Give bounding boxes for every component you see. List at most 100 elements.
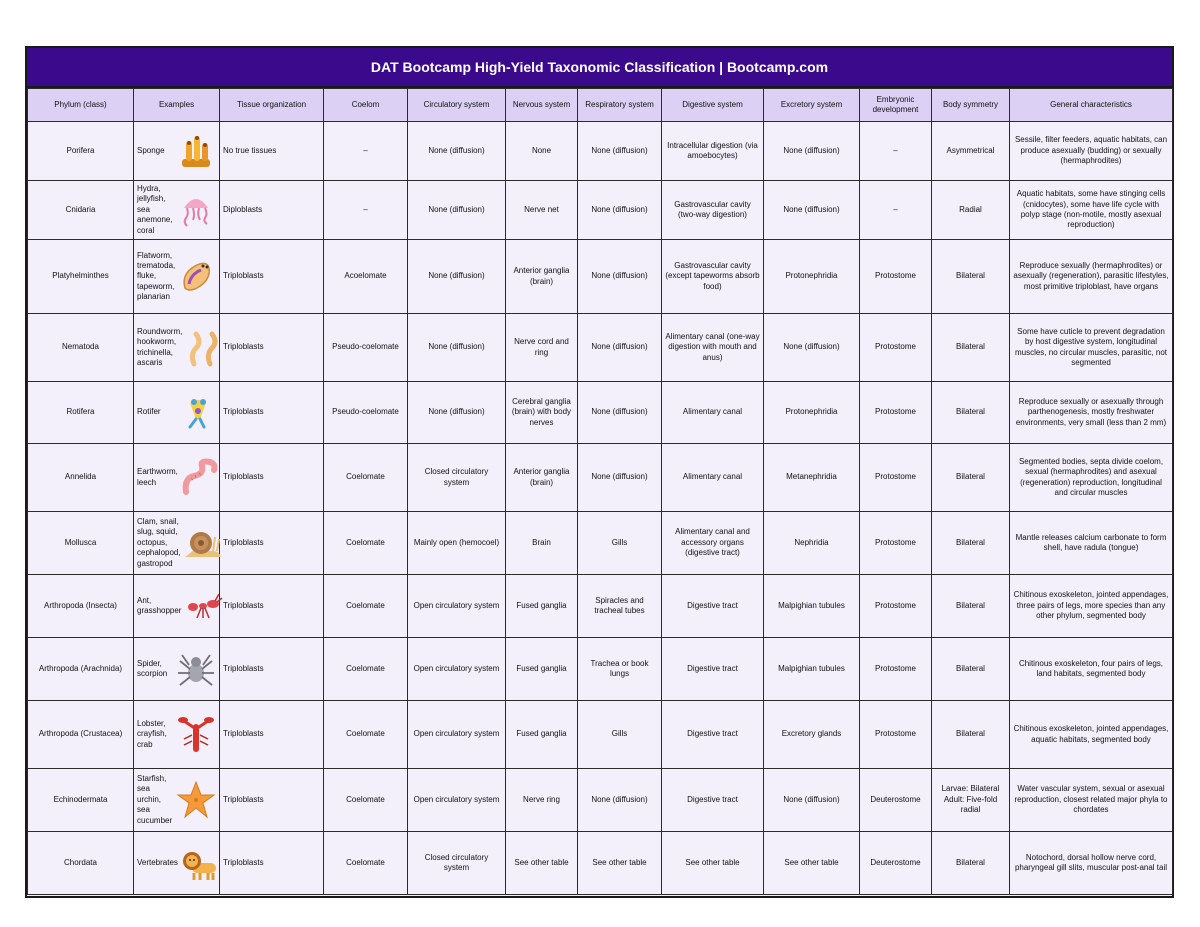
cell-circulatory: None (diffusion) bbox=[407, 313, 506, 382]
cell-tissue: No true tissues bbox=[219, 121, 324, 181]
cell-circulatory: None (diffusion) bbox=[407, 121, 506, 181]
cell-phylum: Cnidaria bbox=[27, 180, 134, 240]
cell-general: Water vascular system, sexual or asexual… bbox=[1009, 768, 1173, 832]
cell-nervous: Cerebral ganglia (brain) with body nerve… bbox=[505, 381, 578, 444]
header-respiratory: Respiratory system bbox=[577, 88, 662, 122]
header-excretory: Excretory system bbox=[763, 88, 860, 122]
header-embryonic: Embryonic development bbox=[859, 88, 932, 122]
page-title: DAT Bootcamp High-Yield Taxonomic Classi… bbox=[27, 48, 1172, 88]
cell-examples: Rotifer bbox=[133, 381, 220, 444]
cell-phylum: Platyhelminthes bbox=[27, 239, 134, 314]
cell-coelom: Acoelomate bbox=[323, 239, 408, 314]
examples-text: Earthworm, leech bbox=[137, 467, 178, 487]
classification-sheet: DAT Bootcamp High-Yield Taxonomic Classi… bbox=[25, 46, 1174, 898]
header-examples: Examples bbox=[133, 88, 220, 122]
cell-excretory: Metanephridia bbox=[763, 443, 860, 512]
cell-excretory: None (diffusion) bbox=[763, 121, 860, 181]
cell-general: Sessile, filter feeders, aquatic habitat… bbox=[1009, 121, 1173, 181]
cell-phylum: Chordata bbox=[27, 831, 134, 895]
header-general: General characteristics bbox=[1009, 88, 1173, 122]
examples-text: Ant, grasshopper bbox=[137, 595, 182, 615]
cell-general: Some have cuticle to prevent degradation… bbox=[1009, 313, 1173, 382]
cell-embryonic: Protostome bbox=[859, 511, 932, 575]
cell-tissue: Triploblasts bbox=[219, 637, 324, 701]
cell-embryonic: – bbox=[859, 121, 932, 181]
cell-digestive: Digestive tract bbox=[661, 637, 764, 701]
cell-embryonic: Protostome bbox=[859, 313, 932, 382]
cell-coelom: Coelomate bbox=[323, 443, 408, 512]
cell-tissue: Triploblasts bbox=[219, 768, 324, 832]
cell-coelom: – bbox=[323, 121, 408, 181]
cell-examples: Flatworm, trematoda, fluke, tapeworm, pl… bbox=[133, 239, 220, 314]
cell-coelom: Coelomate bbox=[323, 700, 408, 769]
table-row: Arthropoda (Arachnida) Spider, scorpion … bbox=[27, 637, 1173, 701]
cell-symmetry: Bilateral bbox=[931, 637, 1010, 701]
cell-circulatory: None (diffusion) bbox=[407, 239, 506, 314]
table-row: Mollusca Clam, snail, slug, squid, octop… bbox=[27, 511, 1173, 575]
cell-digestive: Digestive tract bbox=[661, 768, 764, 832]
cell-respiratory: None (diffusion) bbox=[577, 313, 662, 382]
cell-circulatory: None (diffusion) bbox=[407, 180, 506, 240]
cell-circulatory: Open circulatory system bbox=[407, 700, 506, 769]
table-row: Cnidaria Hydra, jellyfish, sea anemone, … bbox=[27, 180, 1173, 240]
cell-embryonic: Protostome bbox=[859, 637, 932, 701]
cell-symmetry: Bilateral bbox=[931, 443, 1010, 512]
cell-circulatory: None (diffusion) bbox=[407, 381, 506, 444]
cell-digestive: Intracellular digestion (via amoebocytes… bbox=[661, 121, 764, 181]
examples-text: Hydra, jellyfish, sea anemone, coral bbox=[137, 184, 173, 235]
cell-phylum: Annelida bbox=[27, 443, 134, 512]
cell-circulatory: Closed circulatory system bbox=[407, 831, 506, 895]
lobster-icon bbox=[176, 715, 216, 755]
cell-nervous: None bbox=[505, 121, 578, 181]
cell-phylum: Arthropoda (Arachnida) bbox=[27, 637, 134, 701]
cell-digestive: Alimentary canal bbox=[661, 443, 764, 512]
cell-circulatory: Mainly open (hemocoel) bbox=[407, 511, 506, 575]
cell-symmetry: Bilateral bbox=[931, 511, 1010, 575]
ant-icon bbox=[183, 586, 223, 626]
cell-symmetry: Bilateral bbox=[931, 381, 1010, 444]
cell-coelom: Coelomate bbox=[323, 831, 408, 895]
cell-phylum: Mollusca bbox=[27, 511, 134, 575]
cell-excretory: None (diffusion) bbox=[763, 180, 860, 240]
rotifer-icon bbox=[176, 393, 216, 433]
examples-text: Flatworm, trematoda, fluke, tapeworm, pl… bbox=[137, 250, 176, 302]
cell-examples: Ant, grasshopper bbox=[133, 574, 223, 638]
cell-coelom: Coelomate bbox=[323, 511, 408, 575]
cell-coelom: Coelomate bbox=[323, 768, 408, 832]
cell-embryonic: – bbox=[859, 180, 932, 240]
cell-embryonic: Deuterostome bbox=[859, 831, 932, 895]
examples-text: Clam, snail, slug, squid, octopus, cepha… bbox=[137, 517, 181, 568]
header-digestive: Digestive system bbox=[661, 88, 764, 122]
table-row: Chordata Vertebrates Triploblasts Coelom… bbox=[27, 831, 1173, 895]
cell-embryonic: Protostome bbox=[859, 700, 932, 769]
cell-general: Notochord, dorsal hollow nerve cord, pha… bbox=[1009, 831, 1173, 895]
cell-nervous: See other table bbox=[505, 831, 578, 895]
cell-respiratory: Trachea or book lungs bbox=[577, 637, 662, 701]
header-circulatory: Circulatory system bbox=[407, 88, 506, 122]
cell-embryonic: Protostome bbox=[859, 574, 932, 638]
cell-digestive: Alimentary canal bbox=[661, 381, 764, 444]
cell-nervous: Nerve cord and ring bbox=[505, 313, 578, 382]
roundworm-icon bbox=[184, 328, 224, 368]
cell-nervous: Fused ganglia bbox=[505, 700, 578, 769]
examples-text: Rotifer bbox=[137, 407, 161, 417]
table-row: Annelida Earthworm, leech Triploblasts C… bbox=[27, 443, 1173, 512]
cell-digestive: Alimentary canal and accessory organs (d… bbox=[661, 511, 764, 575]
cell-tissue: Triploblasts bbox=[219, 381, 324, 444]
cell-symmetry: Bilateral bbox=[931, 831, 1010, 895]
classification-table: Phylum (class) Examples Tissue organizat… bbox=[27, 88, 1173, 895]
cell-symmetry: Bilateral bbox=[931, 574, 1010, 638]
cell-excretory: Malpighian tubules bbox=[763, 574, 860, 638]
table-row: Arthropoda (Insecta) Ant, grasshopper Tr… bbox=[27, 574, 1173, 638]
header-phylum: Phylum (class) bbox=[27, 88, 134, 122]
examples-text: Starfish, sea urchin, sea cucumber bbox=[137, 774, 173, 825]
cell-nervous: Brain bbox=[505, 511, 578, 575]
cell-respiratory: None (diffusion) bbox=[577, 443, 662, 512]
cell-circulatory: Closed circulatory system bbox=[407, 443, 506, 512]
cell-general: Mantle releases calcium carbonate to for… bbox=[1009, 511, 1173, 575]
cell-respiratory: Gills bbox=[577, 511, 662, 575]
cell-general: Reproduce sexually or asexually through … bbox=[1009, 381, 1173, 444]
cell-tissue: Diploblasts bbox=[219, 180, 324, 240]
cell-respiratory: None (diffusion) bbox=[577, 121, 662, 181]
cell-nervous: Nerve ring bbox=[505, 768, 578, 832]
